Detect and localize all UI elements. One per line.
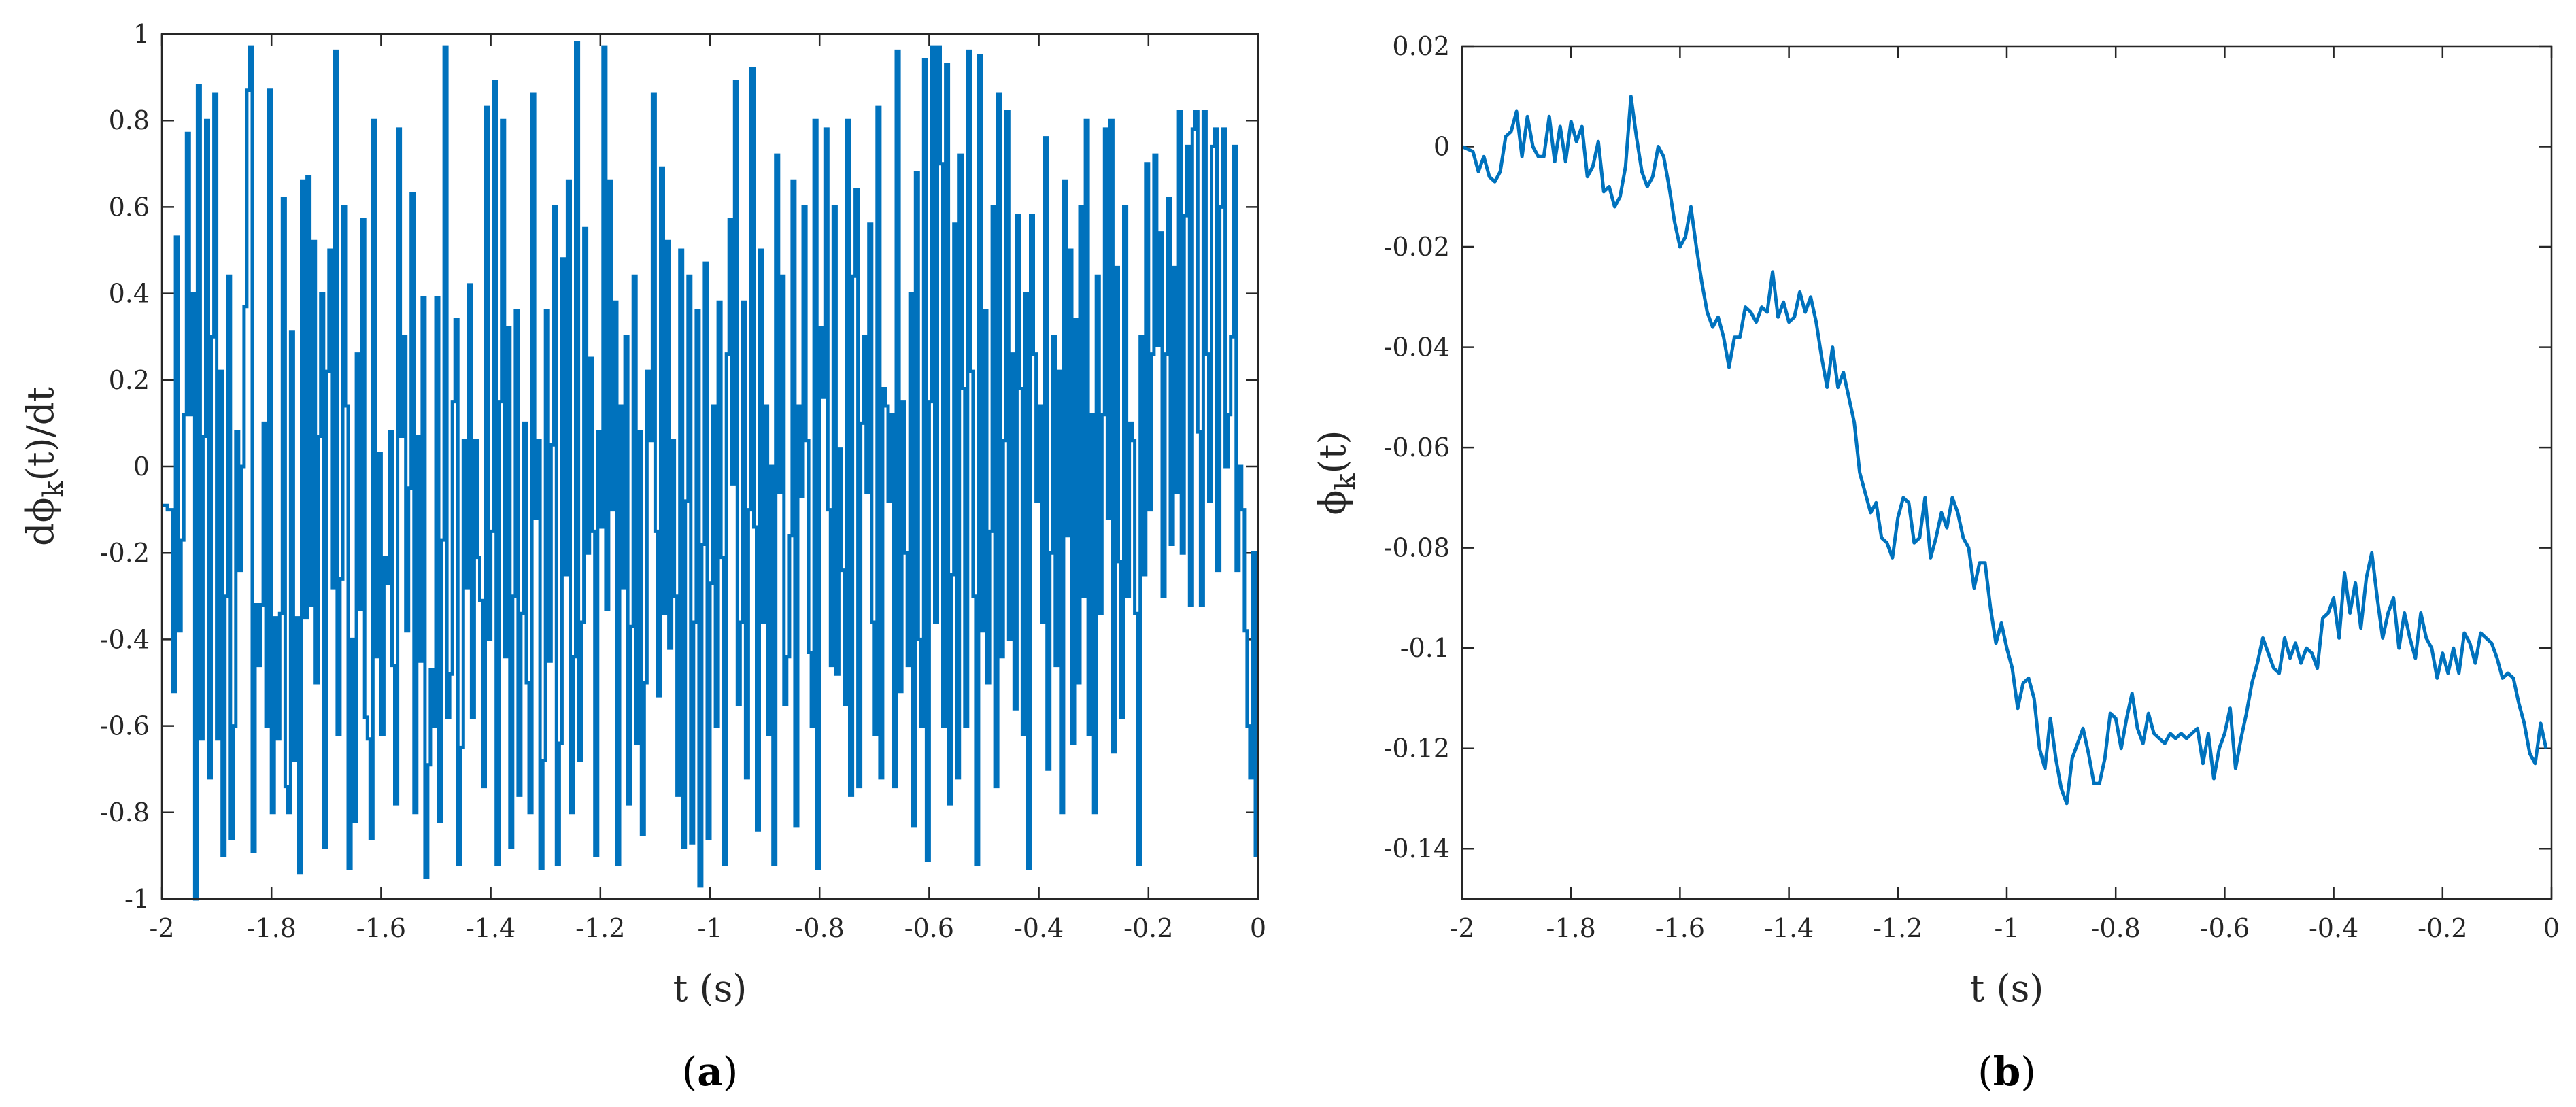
chart-a-y-axis-label: dϕk(t)/dt bbox=[19, 387, 69, 546]
chart-b-x-tick-label: -1.8 bbox=[1546, 913, 1596, 943]
chart-a-x-tick-label: -1.4 bbox=[466, 913, 515, 943]
chart-b-y-tick-label: -0.14 bbox=[1384, 834, 1450, 864]
chart-b-x-tick-labels: -2 -1.8 -1.6 -1.4 -1.2 -1 -0.8 -0.6 -0.4 -0.2 0 bbox=[1449, 913, 2560, 943]
chart-a-series-line bbox=[162, 41, 1258, 901]
chart-b-axes-frame bbox=[1461, 45, 2553, 900]
chart-a-y-tick-label: -0.6 bbox=[100, 711, 150, 741]
chart-a-x-tick-label: -0.4 bbox=[1014, 913, 1064, 943]
chart-a-x-tick-label: -1.2 bbox=[575, 913, 625, 943]
chart-b-y-tick-labels: -0.14 -0.12 -0.1 -0.08 -0.06 -0.04 -0.02 0 0.02 bbox=[1384, 31, 1450, 864]
chart-b-x-tick-label: -1 bbox=[1994, 913, 2019, 943]
chart-b-y-tick-label: -0.04 bbox=[1384, 333, 1450, 362]
chart-a-x-tick-label: -1.8 bbox=[247, 913, 296, 943]
chart-b-y-axis-label-main: ϕ bbox=[1311, 490, 1354, 515]
chart-b-x-tick-label: -0.6 bbox=[2200, 913, 2250, 943]
chart-b-y-axis-label-tail: (t) bbox=[1311, 430, 1354, 474]
chart-b-x-tick-label: 0 bbox=[2543, 913, 2560, 943]
chart-a: -2 -1.8 -1.6 -1.4 -1.2 -1 -0.8 -0.6 -0.4 -0.2 0 -1… bbox=[19, 19, 1266, 1095]
chart-b-series-line bbox=[1461, 95, 2548, 806]
chart-a-x-tick-label: -0.2 bbox=[1123, 913, 1173, 943]
chart-a-x-tick-label: 0 bbox=[1250, 913, 1266, 943]
chart-b-y-axis-label: ϕk(t) bbox=[1311, 430, 1361, 515]
chart-b-x-tick-label: -0.8 bbox=[2091, 913, 2141, 943]
chart-a-axes-frame bbox=[160, 33, 1259, 900]
chart-a-y-tick-label: -0.2 bbox=[100, 538, 150, 568]
chart-b-x-tick-label: -0.2 bbox=[2418, 913, 2467, 943]
chart-a-y-tick-label: 0.8 bbox=[109, 105, 150, 135]
chart-b-y-tick-label: -0.02 bbox=[1384, 232, 1450, 262]
chart-a-x-axis-label: t (s) bbox=[673, 967, 747, 1010]
chart-b-x-tick-label: -1.6 bbox=[1655, 913, 1705, 943]
chart-a-x-tick-label: -1.6 bbox=[356, 913, 406, 943]
chart-a-y-axis-label-main: dϕ bbox=[19, 498, 62, 546]
chart-b-x-tick-label: -0.4 bbox=[2309, 913, 2358, 943]
chart-a-x-tick-label: -0.6 bbox=[904, 913, 954, 943]
chart-a-y-axis-label-subscript: k bbox=[38, 481, 69, 498]
chart-a-y-tick-label: 0.2 bbox=[109, 365, 150, 395]
chart-b: -2 -1.8 -1.6 -1.4 -1.2 -1 -0.8 -0.6 -0.4 -0.2 0 -0… bbox=[1311, 31, 2560, 1095]
chart-a-x-tick-label: -0.8 bbox=[795, 913, 845, 943]
chart-b-panel-letter: b bbox=[1993, 1049, 2021, 1095]
chart-a-y-tick-label: 1 bbox=[133, 19, 150, 49]
chart-b-y-tick-label: -0.06 bbox=[1384, 432, 1450, 462]
chart-b-y-tick-label: -0.12 bbox=[1384, 734, 1450, 764]
chart-a-y-tick-label: 0 bbox=[133, 452, 150, 481]
chart-b-panel-label: (b) bbox=[1978, 1049, 2036, 1095]
chart-b-y-tick-label: 0.02 bbox=[1392, 31, 1450, 61]
chart-b-x-tick-label: -2 bbox=[1449, 913, 1474, 943]
chart-b-x-tick-label: -1.2 bbox=[1873, 913, 1922, 943]
chart-a-y-tick-label: 0.6 bbox=[109, 192, 150, 222]
chart-b-y-tick-label: -0.08 bbox=[1384, 533, 1450, 563]
chart-a-x-tick-label: -1 bbox=[697, 913, 722, 943]
chart-a-x-tick-label: -2 bbox=[149, 913, 174, 943]
chart-a-y-tick-label: -0.8 bbox=[100, 798, 150, 828]
chart-a-x-tick-labels: -2 -1.8 -1.6 -1.4 -1.2 -1 -0.8 -0.6 -0.4 -0.2 0 bbox=[149, 913, 1266, 943]
chart-a-panel-letter: a bbox=[697, 1049, 723, 1095]
chart-a-y-axis-label-tail: (t)/dt bbox=[19, 387, 62, 481]
chart-a-panel-label: (a) bbox=[682, 1049, 739, 1095]
chart-a-y-tick-label: 0.4 bbox=[109, 279, 150, 309]
chart-b-y-axis-label-subscript: k bbox=[1330, 473, 1361, 490]
chart-b-y-tick-label: -0.1 bbox=[1400, 633, 1450, 663]
chart-b-x-tick-label: -1.4 bbox=[1764, 913, 1814, 943]
chart-b-y-tick-label: 0 bbox=[1434, 132, 1450, 162]
chart-a-y-tick-label: -0.4 bbox=[100, 624, 150, 654]
chart-a-y-tick-label: -1 bbox=[124, 884, 150, 914]
chart-a-y-tick-labels: -1 -0.8 -0.6 -0.4 -0.2 0 0.2 0.4 0.6 0.8 1 bbox=[100, 19, 150, 914]
chart-b-x-axis-label: t (s) bbox=[1970, 967, 2044, 1010]
